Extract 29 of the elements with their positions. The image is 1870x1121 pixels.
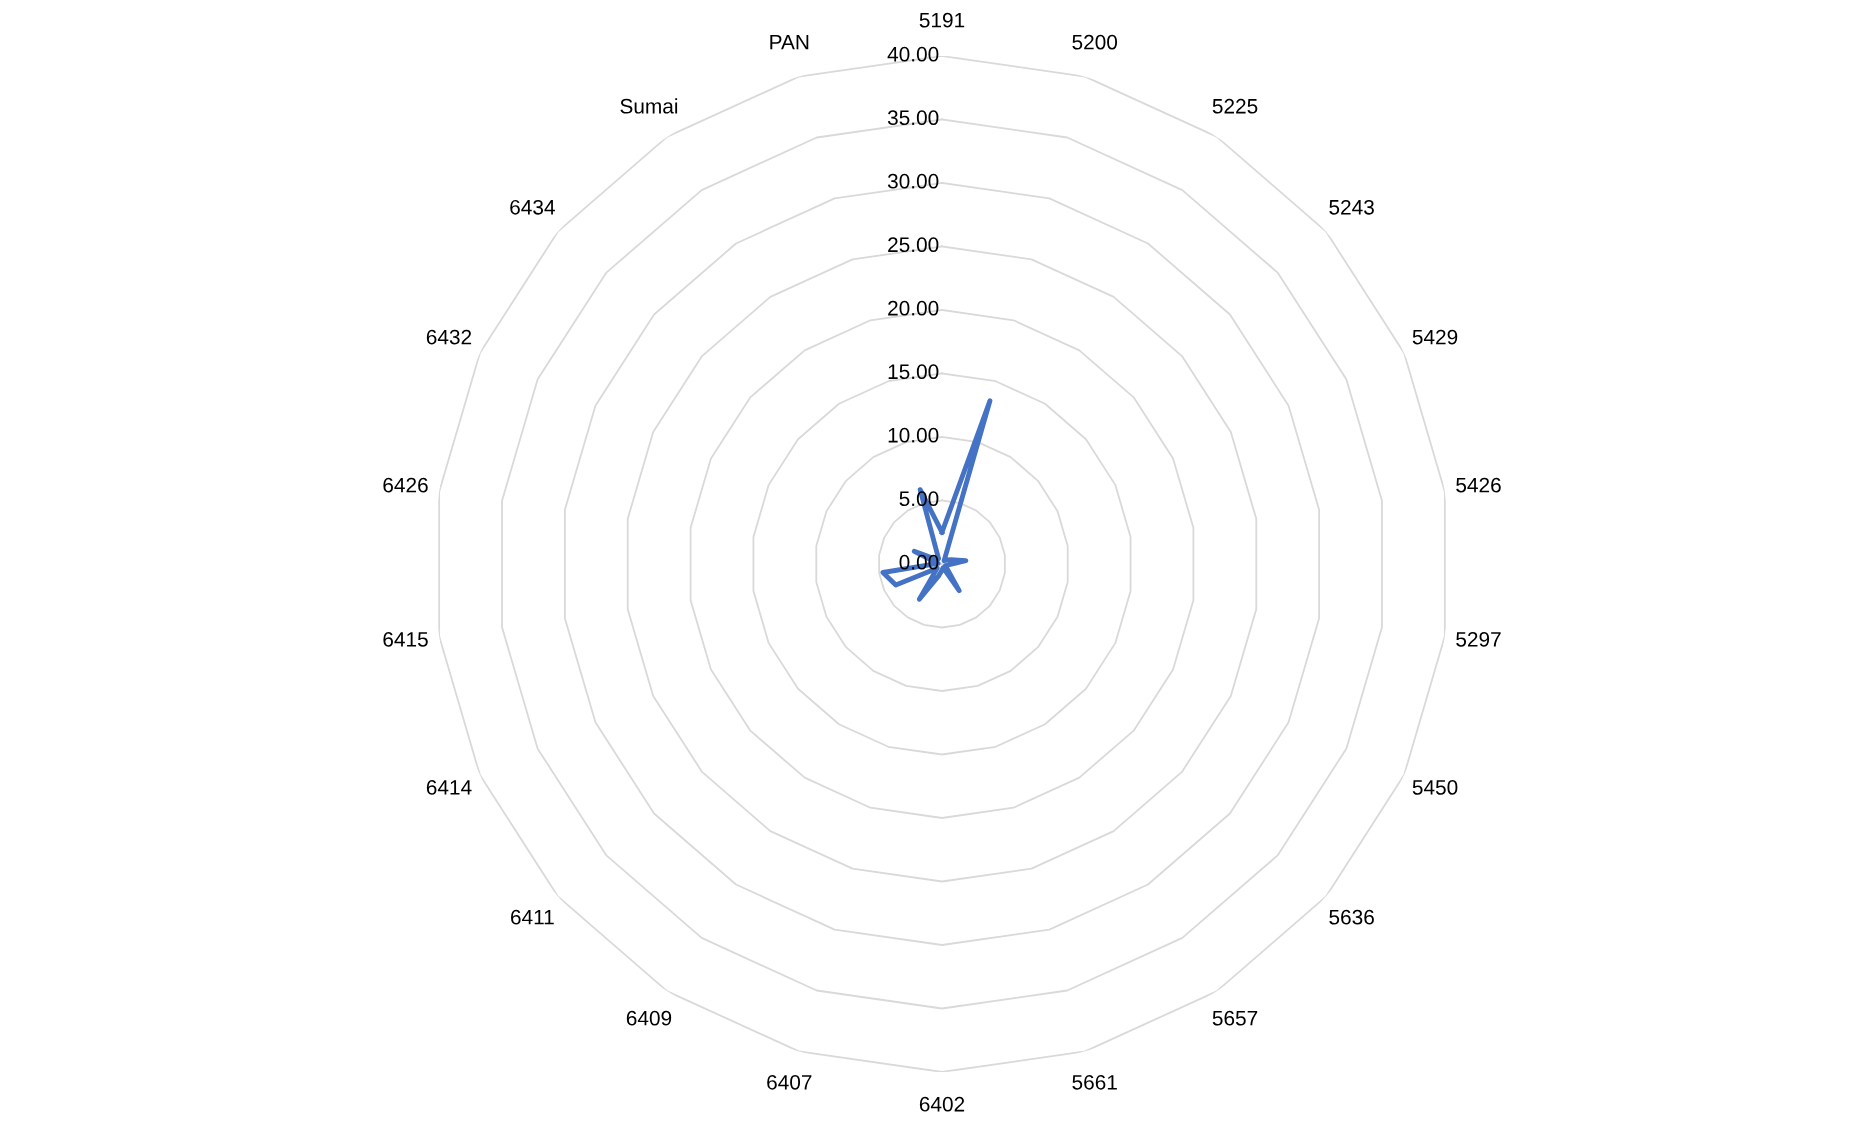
spoke-label: 5297	[1456, 631, 1501, 647]
spoke-label: 5200	[1072, 34, 1118, 50]
y-tick-label: 30.00	[887, 173, 939, 189]
spoke-label: 5636	[1329, 909, 1374, 925]
spoke-label: 5450	[1412, 780, 1458, 795]
y-tick-label: 20.00	[888, 300, 939, 316]
y-tick-label: 25.00	[888, 237, 939, 253]
y-tick-label: 10.00	[888, 427, 939, 443]
y-tick-label: 40.00	[887, 46, 939, 62]
spoke-label: Sumai	[620, 98, 678, 114]
spoke-label: 5657	[1212, 1010, 1258, 1026]
spoke-label: 6402	[919, 1096, 965, 1112]
spoke-label: 6434	[510, 199, 555, 215]
spoke-label: 6411	[511, 909, 554, 925]
spoke-label: 5661	[1072, 1074, 1117, 1090]
spoke-label: PAN	[770, 34, 809, 50]
spoke-label: 6414	[426, 780, 472, 795]
spoke-label: 6415	[383, 631, 428, 647]
spoke-label: 5191	[919, 12, 965, 28]
spoke-label: 6432	[426, 329, 472, 345]
spoke-label: 5426	[1456, 477, 1501, 493]
spoke-label: 5225	[1212, 98, 1258, 114]
spoke-label: 6407	[767, 1074, 812, 1090]
y-tick-label: 35.00	[887, 110, 939, 126]
y-tick-label: 15.00	[888, 364, 939, 380]
spoke-label: 5243	[1329, 199, 1374, 215]
spoke-label: 6409	[626, 1010, 672, 1026]
spoke-label: 5429	[1412, 329, 1458, 345]
spoke-label: 6426	[383, 477, 428, 493]
